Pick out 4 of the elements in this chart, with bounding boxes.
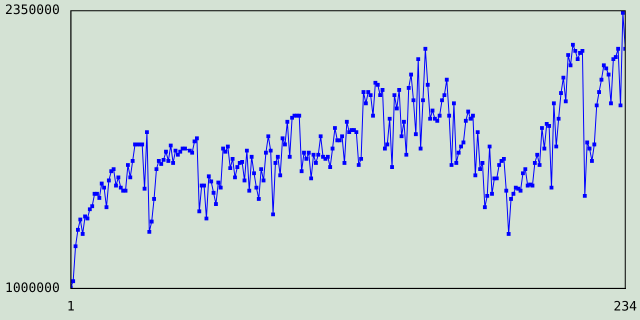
y-tick-label: 1000000 <box>4 280 60 296</box>
y-tick-label: 2350000 <box>4 3 60 18</box>
x-tick-label: 234 <box>614 300 638 315</box>
x-tick-label: 1 <box>66 300 75 315</box>
